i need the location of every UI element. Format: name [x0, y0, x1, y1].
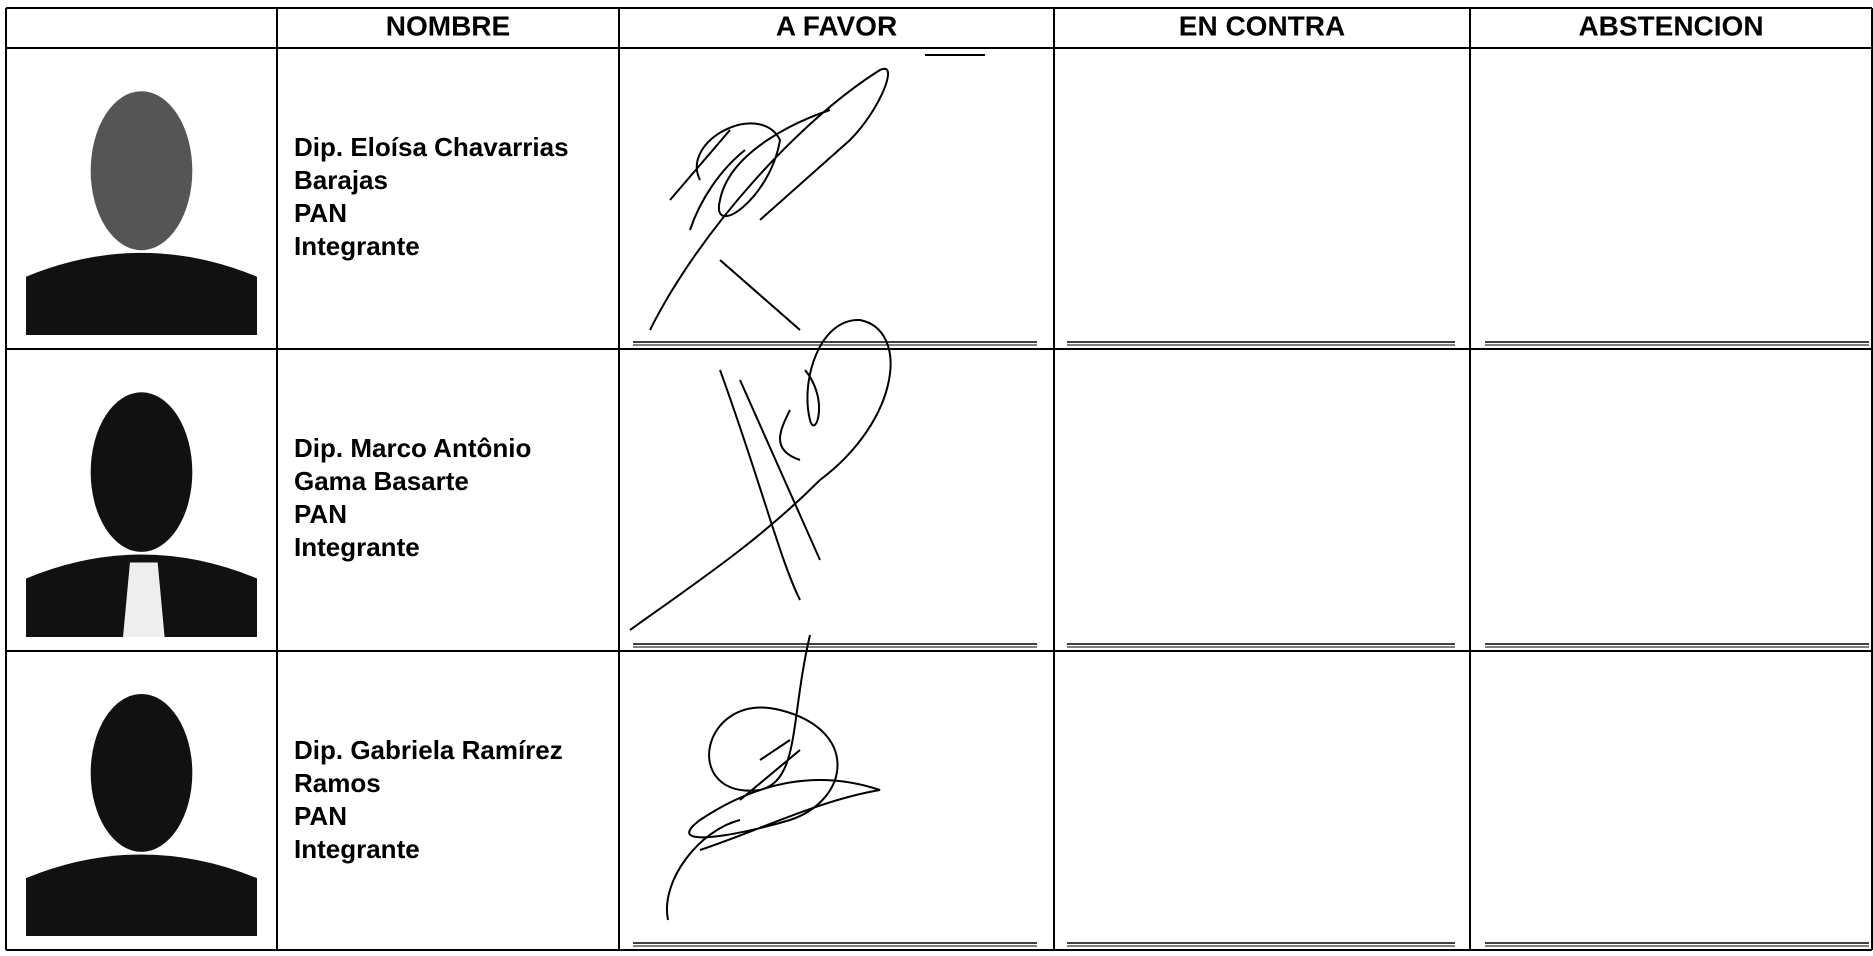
photo-shoulders: [26, 854, 257, 936]
column-header: A FAVOR: [776, 10, 897, 41]
member-name: Barajas: [294, 165, 388, 195]
photo-head: [90, 392, 193, 552]
member-name: Dip. Gabriela Ramírez: [294, 735, 563, 765]
member-photo: [26, 70, 257, 335]
signature-stroke: [649, 54, 985, 331]
photo-head: [90, 694, 193, 852]
member-role: Integrante: [294, 834, 420, 864]
signature-stroke: [629, 318, 892, 631]
member-party: PAN: [294, 499, 347, 529]
member-party: PAN: [294, 801, 347, 831]
member-party: PAN: [294, 198, 347, 228]
member-role: Integrante: [294, 532, 420, 562]
column-header: NOMBRE: [386, 10, 510, 41]
member-photo: [26, 673, 257, 936]
member-photo: [26, 371, 257, 637]
signature-stroke: [665, 634, 881, 921]
photo-shirt: [123, 562, 165, 637]
member-name: Dip. Marco Antônio: [294, 433, 531, 463]
member-role: Integrante: [294, 231, 420, 261]
member-name: Dip. Eloísa Chavarrias: [294, 132, 569, 162]
photo-head: [90, 91, 193, 251]
member-name: Gama Basarte: [294, 466, 469, 496]
photo-shoulders: [26, 252, 257, 335]
column-header: EN CONTRA: [1179, 10, 1345, 41]
member-name: Ramos: [294, 768, 381, 798]
column-header: ABSTENCION: [1578, 10, 1763, 41]
